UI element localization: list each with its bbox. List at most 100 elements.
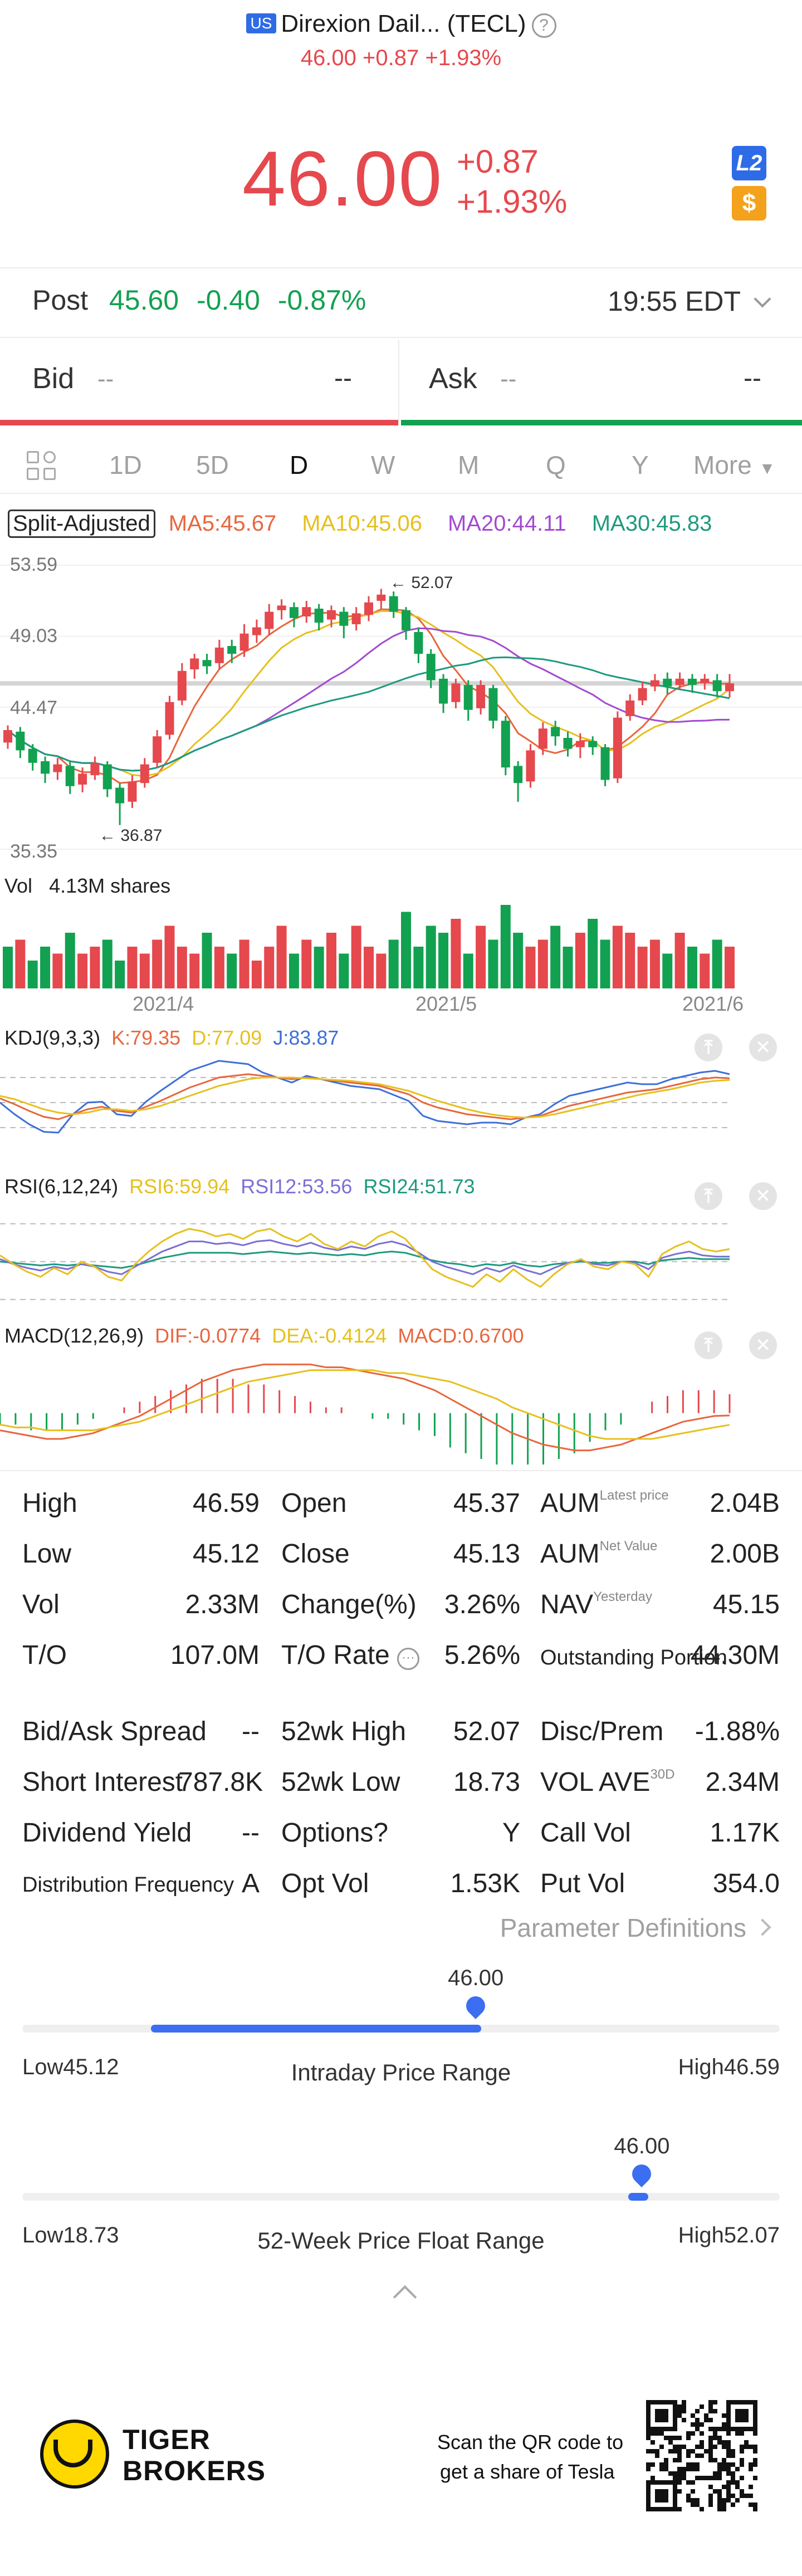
qr-module bbox=[646, 2462, 651, 2467]
volume-bar bbox=[239, 939, 250, 988]
qr-finder bbox=[655, 2489, 668, 2502]
qr-module bbox=[726, 2453, 731, 2458]
ma5-label: MA5:45.67 bbox=[168, 511, 277, 536]
candle bbox=[78, 773, 87, 785]
ask-size: -- bbox=[500, 365, 517, 393]
level2-badge[interactable]: L2 bbox=[732, 146, 766, 180]
qr-module bbox=[682, 2471, 686, 2476]
tab-y[interactable]: Y bbox=[632, 450, 649, 479]
close-icon[interactable]: ✕ bbox=[749, 1182, 777, 1210]
qr-module bbox=[664, 2462, 668, 2467]
post-time-selector[interactable]: 19:55 EDT bbox=[608, 285, 771, 317]
close-icon[interactable]: ✕ bbox=[749, 1331, 777, 1359]
qr-module bbox=[708, 2409, 713, 2413]
qr-module bbox=[651, 2462, 655, 2467]
qr-finder bbox=[655, 2409, 668, 2422]
header-change: +0.87 bbox=[363, 46, 419, 70]
close-icon[interactable]: ✕ bbox=[749, 1034, 777, 1061]
candle bbox=[227, 646, 237, 654]
tab-w[interactable]: W bbox=[371, 450, 395, 479]
qr-module bbox=[659, 2431, 664, 2436]
pin-top-icon[interactable]: ⤒ bbox=[695, 1331, 722, 1359]
stat-52wklow-label: 52wk Low bbox=[281, 1767, 400, 1797]
candle bbox=[414, 631, 423, 654]
question-circle-icon[interactable]: ? bbox=[531, 13, 556, 38]
candle bbox=[214, 647, 224, 663]
header-sub-quote: 46.00 +0.87 +1.93% bbox=[0, 46, 802, 71]
qr-module bbox=[655, 2453, 659, 2458]
qr-module bbox=[731, 2462, 735, 2467]
candlestick-chart[interactable] bbox=[0, 551, 802, 869]
qr-module bbox=[695, 2422, 700, 2427]
qr-module bbox=[708, 2445, 713, 2449]
bid-value: -- bbox=[334, 364, 352, 393]
kdj-chart[interactable] bbox=[0, 1052, 802, 1153]
tab-q[interactable]: Q bbox=[546, 450, 566, 479]
candle bbox=[625, 700, 635, 716]
volume-bar bbox=[227, 953, 237, 988]
pin-top-icon[interactable]: ⤒ bbox=[695, 1034, 722, 1061]
currency-badge[interactable]: $ bbox=[732, 186, 766, 221]
qr-module bbox=[726, 2462, 731, 2467]
qr-module bbox=[749, 2462, 753, 2467]
rsi-chart[interactable] bbox=[0, 1203, 802, 1314]
tab-m[interactable]: M bbox=[458, 450, 480, 479]
volume-bar bbox=[15, 939, 26, 988]
qr-module bbox=[682, 2404, 686, 2409]
tab-5d[interactable]: 5D bbox=[196, 450, 229, 479]
volume-bar bbox=[451, 919, 461, 988]
qr-module bbox=[682, 2445, 686, 2449]
qr-module bbox=[753, 2458, 757, 2462]
qr-module bbox=[735, 2498, 740, 2502]
candle bbox=[190, 658, 199, 670]
qr-module bbox=[695, 2462, 700, 2467]
y-tick-label: 35.35 bbox=[10, 841, 58, 862]
candle bbox=[115, 787, 125, 804]
rsi-title: RSI(6,12,24) bbox=[4, 1175, 119, 1198]
tab-1d[interactable]: 1D bbox=[109, 450, 142, 479]
qr-module bbox=[722, 2467, 726, 2471]
volume-bar bbox=[351, 925, 361, 988]
volume-bar bbox=[600, 939, 610, 988]
volume-chart[interactable] bbox=[0, 897, 802, 991]
candle bbox=[426, 654, 436, 680]
tab-more[interactable]: More ▼ bbox=[693, 450, 775, 480]
rsi12: RSI12:53.56 bbox=[241, 1175, 353, 1198]
bid-size: -- bbox=[97, 365, 114, 393]
qr-module bbox=[686, 2431, 691, 2436]
qr-module bbox=[708, 2453, 713, 2458]
qr-module bbox=[691, 2480, 695, 2485]
ma-legend: Split-Adjusted MA5:45.67 MA10:45.06 MA20:44… bbox=[8, 510, 712, 538]
intraday-high: High46.59 bbox=[678, 2055, 780, 2079]
qr-module bbox=[708, 2458, 713, 2462]
divider bbox=[0, 267, 802, 268]
split-adjusted-toggle[interactable]: Split-Adjusted bbox=[8, 510, 155, 538]
layout-grid-icon[interactable] bbox=[27, 451, 57, 481]
volume-bar bbox=[376, 953, 387, 988]
week52-range-track bbox=[22, 2193, 780, 2201]
stat-putvol-label: Put Vol bbox=[540, 1869, 625, 1898]
tab-d[interactable]: D bbox=[290, 450, 309, 479]
candle bbox=[90, 762, 100, 776]
volume-bar bbox=[189, 953, 200, 988]
qr-module bbox=[686, 2494, 691, 2498]
more-info-icon[interactable]: ··· bbox=[397, 1648, 420, 1670]
volume-bar bbox=[276, 925, 287, 988]
qr-module bbox=[713, 2489, 717, 2494]
candle bbox=[389, 596, 398, 612]
candle bbox=[463, 685, 473, 710]
qr-module bbox=[673, 2476, 677, 2480]
volume-bar bbox=[326, 933, 336, 988]
pin-top-icon[interactable]: ⤒ bbox=[695, 1182, 722, 1210]
qr-module bbox=[740, 2462, 744, 2467]
volume-bar bbox=[139, 953, 150, 988]
stat-options-value: Y bbox=[502, 1818, 520, 1848]
parameter-definitions-link[interactable]: Parameter Definitions bbox=[500, 1913, 771, 1943]
volume-bar bbox=[413, 947, 424, 988]
macd-chart[interactable] bbox=[0, 1353, 802, 1465]
nav-sup: Yesterday bbox=[593, 1589, 652, 1604]
qr-module bbox=[749, 2502, 753, 2507]
qr-module bbox=[744, 2440, 749, 2445]
chevron-up-icon[interactable] bbox=[393, 2285, 417, 2309]
qr-module bbox=[677, 2489, 682, 2494]
